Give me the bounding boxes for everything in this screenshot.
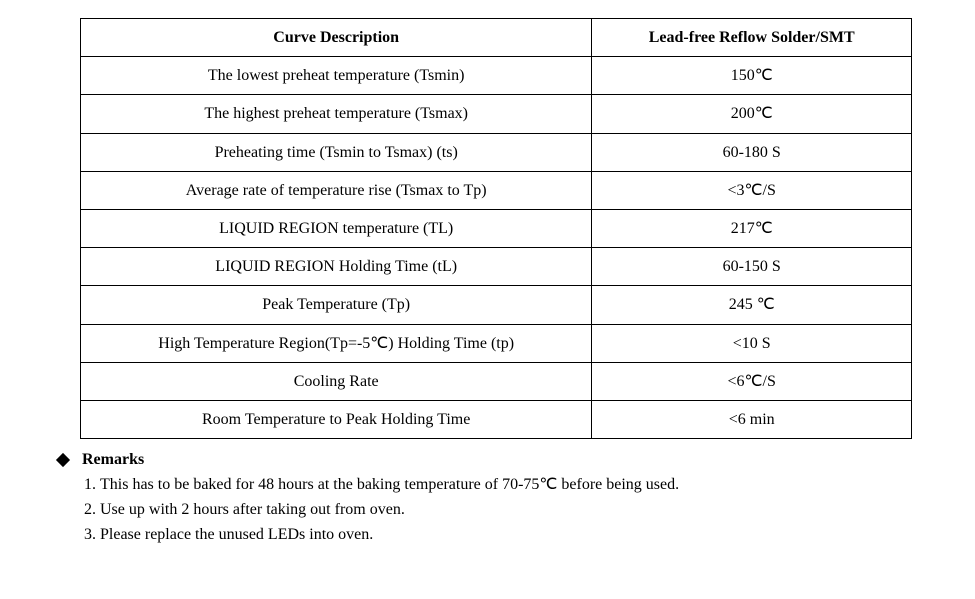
cell-value: <6℃/S (592, 362, 912, 400)
cell-description: Room Temperature to Peak Holding Time (81, 400, 592, 438)
page: Curve Description Lead-free Reflow Solde… (0, 0, 975, 599)
reflow-spec-table: Curve Description Lead-free Reflow Solde… (80, 18, 912, 439)
diamond-bullet-icon (56, 453, 70, 467)
remarks-heading-text: Remarks (82, 451, 144, 469)
table-row: LIQUID REGION temperature (TL) 217℃ (81, 209, 912, 247)
table-row: Room Temperature to Peak Holding Time <6… (81, 400, 912, 438)
cell-value: 150℃ (592, 57, 912, 95)
cell-description: High Temperature Region(Tp=-5℃) Holding … (81, 324, 592, 362)
remarks-item: Please replace the unused LEDs into oven… (100, 523, 927, 546)
cell-value: <3℃/S (592, 171, 912, 209)
table-row: Cooling Rate <6℃/S (81, 362, 912, 400)
cell-value: 217℃ (592, 209, 912, 247)
cell-value: 200℃ (592, 95, 912, 133)
table-header-row: Curve Description Lead-free Reflow Solde… (81, 19, 912, 57)
table-row: Preheating time (Tsmin to Tsmax) (ts) 60… (81, 133, 912, 171)
table-row: Average rate of temperature rise (Tsmax … (81, 171, 912, 209)
cell-description: Peak Temperature (Tp) (81, 286, 592, 324)
column-header-value: Lead-free Reflow Solder/SMT (592, 19, 912, 57)
cell-description: The lowest preheat temperature (Tsmin) (81, 57, 592, 95)
cell-value: 60-150 S (592, 248, 912, 286)
cell-value: 245 ℃ (592, 286, 912, 324)
remarks-item: Use up with 2 hours after taking out fro… (100, 498, 927, 521)
remarks-heading: Remarks (80, 451, 927, 469)
table-row: The lowest preheat temperature (Tsmin) 1… (81, 57, 912, 95)
cell-description: Average rate of temperature rise (Tsmax … (81, 171, 592, 209)
remarks-item: This has to be baked for 48 hours at the… (100, 473, 927, 496)
table-row: The highest preheat temperature (Tsmax) … (81, 95, 912, 133)
cell-value: 60-180 S (592, 133, 912, 171)
cell-description: LIQUID REGION Holding Time (tL) (81, 248, 592, 286)
table-row: Peak Temperature (Tp) 245 ℃ (81, 286, 912, 324)
table-row: High Temperature Region(Tp=-5℃) Holding … (81, 324, 912, 362)
column-header-description: Curve Description (81, 19, 592, 57)
cell-value: <10 S (592, 324, 912, 362)
cell-value: <6 min (592, 400, 912, 438)
cell-description: Cooling Rate (81, 362, 592, 400)
cell-description: Preheating time (Tsmin to Tsmax) (ts) (81, 133, 592, 171)
cell-description: The highest preheat temperature (Tsmax) (81, 95, 592, 133)
cell-description: LIQUID REGION temperature (TL) (81, 209, 592, 247)
table-row: LIQUID REGION Holding Time (tL) 60-150 S (81, 248, 912, 286)
remarks-list: This has to be baked for 48 hours at the… (80, 473, 927, 547)
remarks-section: Remarks This has to be baked for 48 hour… (80, 451, 927, 547)
